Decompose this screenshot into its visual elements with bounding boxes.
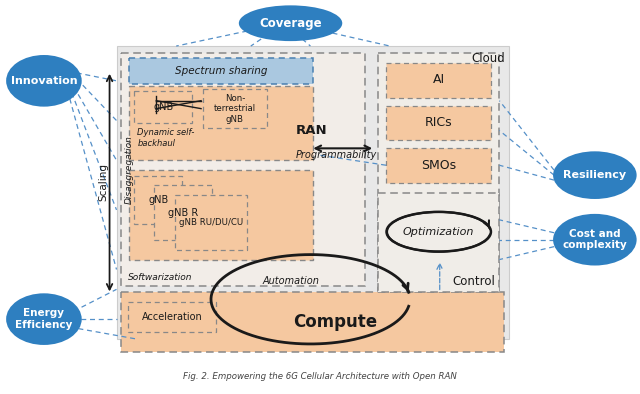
Bar [378, 193, 499, 292]
Ellipse shape [6, 293, 82, 345]
Text: Innovation: Innovation [11, 76, 77, 86]
Text: gNB RU/DU/CU: gNB RU/DU/CU [179, 218, 243, 227]
Bar [378, 53, 499, 291]
Text: Dynamic self-
backhaul: Dynamic self- backhaul [138, 128, 195, 148]
Text: Cloud: Cloud [472, 52, 506, 65]
Text: Disaggregation: Disaggregation [125, 135, 134, 204]
Text: RICs: RICs [425, 116, 452, 129]
Text: Coverage: Coverage [259, 17, 322, 30]
Text: gNB R: gNB R [168, 208, 198, 218]
Bar [116, 46, 509, 339]
Bar [122, 292, 504, 352]
Ellipse shape [553, 151, 637, 199]
Text: gNB: gNB [153, 102, 173, 112]
Bar [175, 195, 247, 250]
Bar [203, 89, 267, 128]
Bar [386, 63, 492, 98]
Text: Compute: Compute [293, 313, 378, 331]
Text: gNB: gNB [148, 195, 168, 205]
Bar [129, 170, 314, 260]
Text: Softwarization: Softwarization [127, 273, 192, 282]
Bar [386, 149, 492, 183]
Ellipse shape [553, 214, 637, 266]
Bar [122, 53, 365, 286]
Text: Programmability: Programmability [296, 150, 377, 160]
Text: Non-
terrestrial
gNB: Non- terrestrial gNB [214, 94, 256, 124]
Bar [134, 176, 182, 224]
Ellipse shape [239, 6, 342, 41]
Text: Acceleration: Acceleration [142, 312, 203, 322]
Text: Cost and
complexity: Cost and complexity [563, 229, 627, 251]
Bar [134, 91, 192, 123]
Text: Scaling: Scaling [99, 163, 109, 201]
Text: SMOs: SMOs [421, 159, 456, 172]
Text: Spectrum sharing: Spectrum sharing [175, 66, 268, 76]
Text: Fig. 2. Empowering the 6G Cellular Architecture with Open RAN: Fig. 2. Empowering the 6G Cellular Archi… [184, 372, 458, 381]
Text: Automation: Automation [262, 276, 319, 286]
Ellipse shape [6, 55, 82, 107]
Bar [386, 106, 492, 140]
Bar [129, 302, 216, 332]
Text: Resiliency: Resiliency [563, 170, 627, 180]
Text: RAN: RAN [296, 124, 327, 137]
Text: Optimization: Optimization [403, 227, 474, 237]
Bar [154, 185, 212, 240]
Bar [129, 86, 314, 160]
Text: AI: AI [433, 73, 445, 86]
Text: Energy
Efficiency: Energy Efficiency [15, 309, 72, 330]
Bar [129, 58, 314, 84]
Text: Control: Control [452, 275, 495, 288]
